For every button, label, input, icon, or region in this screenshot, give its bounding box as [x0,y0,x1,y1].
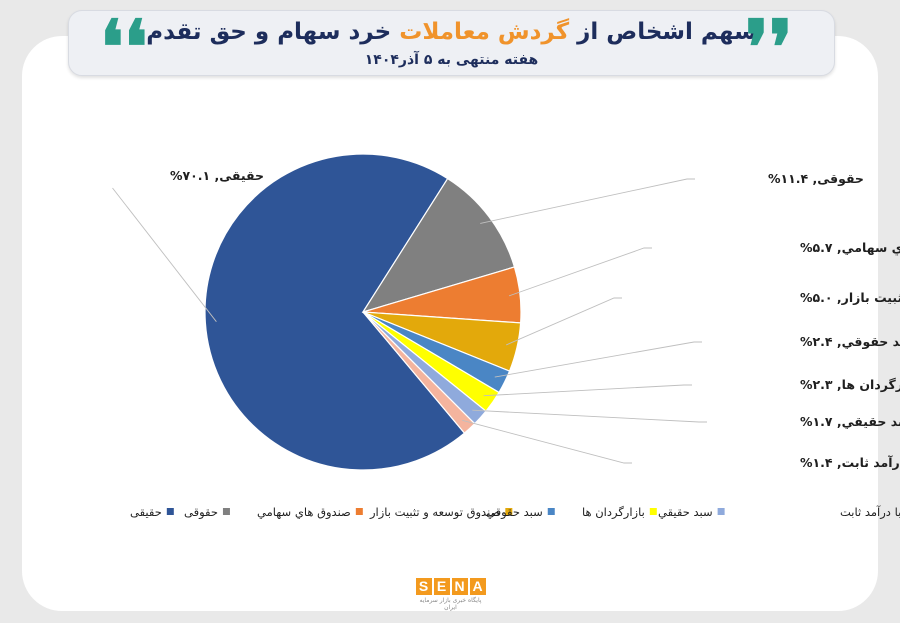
page-subtitle: هفته منتهی به ۵ آذر۱۴۰۴ [364,52,539,68]
quote-close-icon: ❜❜ [745,5,793,91]
slice-6-legend-swatch [649,508,657,515]
slice-6-legend-label: بازارگردان ها [582,505,645,520]
slice-1-legend-label: حقیقی [130,505,162,519]
slice-3-legend-swatch [355,508,363,515]
chart-legend: حقیقی حقوقی صندوق هاي سهامي صندوق توسعه و ت… [130,505,900,520]
pie-slices [204,153,522,471]
logo-letter-e: E [433,578,450,595]
slice-7-legend-label: سبد حقیقي [658,505,713,519]
slice-6-leader-line [483,384,692,397]
logo-letter-s: S [415,578,432,595]
quote-open-icon: ❛❛ [100,5,148,91]
slice-4-leader-line [506,297,622,346]
logo-letter-n: N [451,578,468,595]
slice-2-legend-swatch [222,508,230,515]
leader-lines [112,178,707,464]
slice-3-data-label: صندوق هاي سهامي, ۵.۷% [800,240,900,255]
slice-8-leader-line [462,419,632,464]
slice-4-legend-swatch [505,508,513,515]
slice-1-data-label: حقیقی, ۷۰.۱% [170,168,264,183]
slice-5-legend-label: سبد حقوقي [486,505,543,520]
slice-1-wedge [204,153,466,471]
slice-3-leader-line [508,247,652,297]
slice-2-data-label: حقوقی, ۱۱.۴% [768,171,864,186]
slice-1-legend-swatch [166,508,174,515]
slice-7-data-label: سبد حقیقي, ۱.۷% [800,414,900,429]
slice-3-legend-label: صندوق هاي سهامي [257,505,351,520]
sena-logo: S E N A پایگاه خبری بازار سرمایه ایران [413,578,488,611]
data-labels: حقیقی, ۷۰.۱% حقوقی, ۱۱.۴% صندوق هاي سهامي,… [170,168,900,470]
title-highlight: گردش معاملات [399,19,570,45]
logo-letter-a: A [469,578,486,595]
slice-4-legend-label: صندوق توسعه و تثبیت بازار [369,505,500,520]
logo-tagline: پایگاه خبری بازار سرمایه ایران [419,597,482,611]
slice-1-leader-line [112,187,217,322]
slice-6-data-label: بازارگردان ها, ۲.۳% [800,377,900,392]
title-part-2: خرد سهام و حق تقدم [146,19,400,45]
slice-8-legend-label: صندوق هاي با درآمد ثابت [840,505,900,520]
slice-7-leader-line [472,409,707,423]
slice-2-wedge [361,177,516,314]
title-box: سهم اشخاص از گردش معاملات خرد سهام و حق … [68,10,835,76]
slice-5-leader-line [494,341,702,378]
slice-8-data-label: صندوق هاي با درآمد ثابت, ۱.۴% [800,455,900,470]
slice-5-data-label: سبد حقوقي, ۲.۴% [800,334,900,349]
slice-7-legend-swatch [717,508,725,515]
title-part-1: سهم اشخاص از [569,19,757,45]
slice-5-legend-swatch [547,508,555,515]
page-title: سهم اشخاص از گردش معاملات خرد سهام و حق … [69,19,834,45]
slice-2-legend-label: حقوقی [184,505,218,520]
slice-4-data-label: صندوق توسعه و تثبیت بازار, ۵.۰% [800,290,900,305]
slice-2-leader-line [480,178,695,224]
